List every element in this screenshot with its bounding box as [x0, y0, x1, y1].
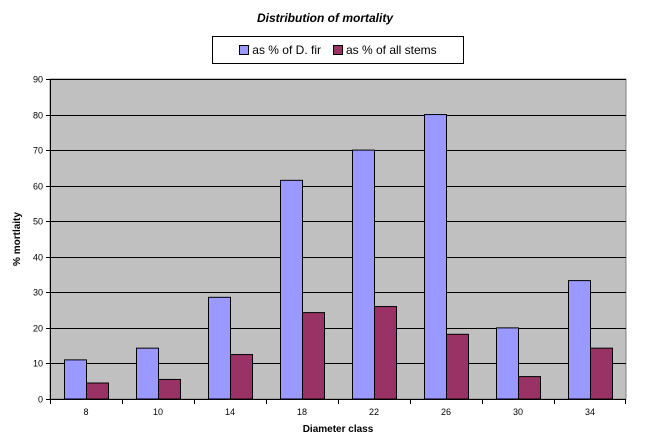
y-tick-label: 60	[33, 182, 43, 192]
y-tick-label: 80	[33, 111, 43, 121]
y-tick-label: 50	[33, 217, 43, 227]
legend-swatch-d-fir	[239, 45, 250, 55]
bar-d-fir	[208, 296, 231, 400]
bar-all-stems	[518, 376, 541, 400]
x-tick-label: 18	[297, 407, 307, 417]
legend-entry-d-fir: as % of D. fir	[239, 43, 321, 57]
x-tick-label: 34	[585, 407, 595, 417]
x-axis-title: Diameter class	[303, 424, 374, 435]
x-tick-label: 26	[441, 407, 451, 417]
y-tick-label: 20	[33, 324, 43, 334]
bars	[64, 114, 613, 400]
legend-label-all-stems: as % of all stems	[345, 43, 437, 57]
legend-swatch-all-stems	[332, 45, 343, 55]
y-tick-label: 10	[33, 359, 43, 369]
bar-all-stems	[374, 306, 397, 400]
bar-d-fir	[136, 347, 159, 400]
plot-area	[49, 78, 627, 400]
bar-all-stems	[590, 347, 613, 400]
legend-label-d-fir: as % of D. fir	[252, 43, 321, 57]
y-tick-label: 0	[38, 395, 43, 405]
bar-all-stems	[230, 354, 253, 400]
y-axis-title: % mortlaity	[12, 212, 23, 266]
bar-d-fir	[496, 327, 519, 400]
bar-all-stems	[158, 378, 181, 400]
x-tick-label: 8	[83, 407, 88, 417]
x-tick-label: 22	[369, 407, 379, 417]
y-tick-label: 90	[33, 75, 43, 85]
bar-all-stems	[446, 333, 469, 400]
bar-all-stems	[86, 382, 109, 400]
bar-all-stems	[302, 312, 325, 400]
bar-d-fir	[280, 179, 303, 400]
axes: 0 10 20 30 40 50 60 70 80 90 8 10 14 18 22 26 30 34	[33, 75, 626, 417]
y-tick-label: 30	[33, 288, 43, 298]
chart-title: Distribution of mortality	[257, 11, 393, 25]
gridlines	[50, 79, 626, 364]
x-tick-label: 10	[153, 407, 163, 417]
y-tick-label: 40	[33, 253, 43, 263]
bar-d-fir	[64, 359, 87, 400]
x-tick-label: 14	[225, 407, 235, 417]
legend: as % of D. fir as % of all stems	[212, 36, 464, 64]
legend-entry-all-stems: as % of all stems	[332, 43, 437, 57]
x-tick-label: 30	[513, 407, 523, 417]
bar-d-fir	[352, 149, 375, 400]
bar-d-fir	[424, 114, 447, 400]
bar-d-fir	[568, 280, 591, 400]
y-tick-label: 70	[33, 146, 43, 156]
